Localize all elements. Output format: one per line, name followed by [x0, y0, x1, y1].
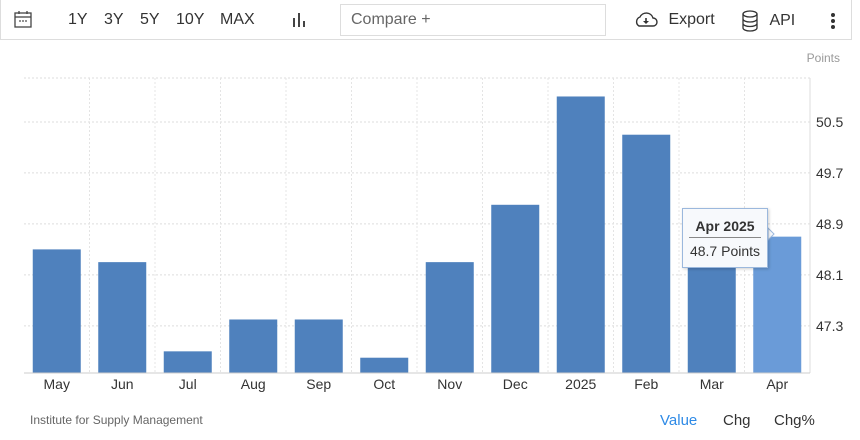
y-tick-label: 48.9 — [816, 216, 843, 232]
x-tick-label: Oct — [373, 376, 395, 392]
range-10y[interactable]: 10Y — [176, 11, 205, 28]
units-label: Points — [806, 51, 840, 65]
calendar-icon[interactable] — [13, 9, 33, 34]
range-3y[interactable]: 3Y — [104, 11, 124, 28]
x-tick-label: Jul — [179, 376, 197, 392]
bar-dec — [491, 204, 540, 373]
x-tick-label: Apr — [766, 376, 788, 392]
api-label: API — [769, 12, 796, 30]
range-1y[interactable]: 1Y — [68, 11, 88, 28]
tooltip: Apr 2025 48.7 Points — [682, 208, 768, 268]
x-tick-label: Mar — [700, 376, 724, 392]
tooltip-title: Apr 2025 — [689, 218, 761, 238]
source-label: Institute for Supply Management — [30, 413, 203, 427]
bar-feb — [622, 134, 671, 373]
y-tick-label: 47.3 — [816, 318, 843, 334]
x-tick-label: 2025 — [565, 376, 596, 392]
range-5y[interactable]: 5Y — [140, 11, 160, 28]
tooltip-value: 48.7 Points — [689, 243, 761, 259]
bar-oct — [360, 357, 409, 373]
tab-value[interactable]: Value — [660, 412, 698, 429]
export-button[interactable]: Export — [633, 10, 715, 30]
range-max[interactable]: MAX — [220, 11, 255, 28]
bar-may — [32, 249, 81, 373]
x-tick-label: Jun — [111, 376, 134, 392]
bar-aug — [229, 319, 278, 373]
tooltip-pointer — [767, 226, 775, 242]
tab-chg-pct[interactable]: Chg% — [774, 412, 815, 429]
x-tick-label: Aug — [241, 376, 266, 392]
bar-nov — [425, 262, 474, 373]
bar-jul — [163, 351, 212, 373]
api-button[interactable]: API — [741, 10, 795, 32]
x-tick-label: Sep — [306, 376, 331, 392]
tab-chg[interactable]: Chg — [723, 412, 751, 429]
export-label: Export — [668, 11, 715, 29]
x-tick-label: May — [44, 376, 70, 392]
bar-2025 — [556, 96, 605, 373]
bar-sep — [294, 319, 343, 373]
bar-jun — [98, 262, 147, 373]
compare-input[interactable]: Compare + — [340, 4, 606, 36]
x-tick-label: Feb — [634, 376, 658, 392]
chart-type-icon[interactable] — [292, 12, 308, 33]
toolbar: 1Y 3Y 5Y 10Y MAX Compare + Export API — [0, 0, 852, 40]
more-menu-icon[interactable] — [830, 12, 836, 35]
x-tick-label: Dec — [503, 376, 528, 392]
y-tick-label: 50.5 — [816, 114, 843, 130]
database-icon — [742, 10, 758, 32]
x-tick-label: Nov — [437, 376, 462, 392]
cloud-download-icon — [635, 12, 658, 27]
y-tick-label: 49.7 — [816, 165, 843, 181]
y-tick-label: 48.1 — [816, 267, 843, 283]
